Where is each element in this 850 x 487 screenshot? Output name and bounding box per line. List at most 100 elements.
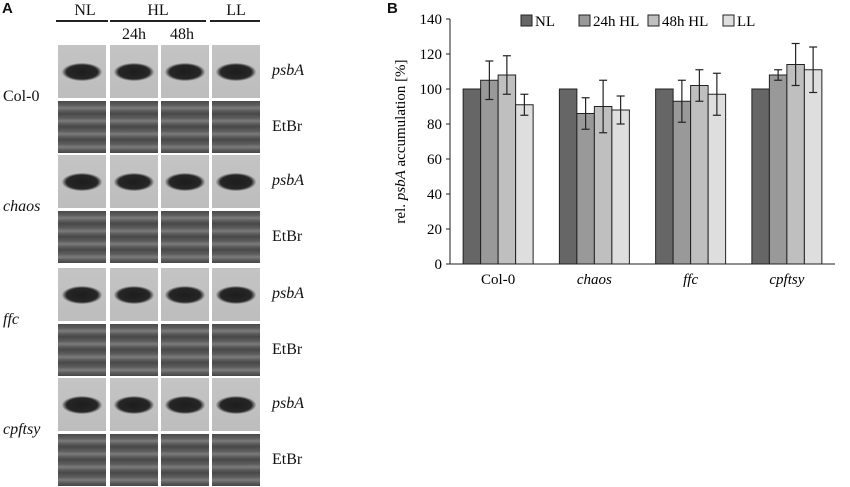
etbr-stain-lane <box>161 211 209 263</box>
psba-band <box>61 173 103 192</box>
x-category-label: cpftsy <box>769 272 804 288</box>
psba-blot-lane <box>110 155 158 208</box>
bar <box>803 69 823 265</box>
psba-blot-lane <box>110 268 158 321</box>
etbr-stain-lane <box>212 101 260 153</box>
psba-band <box>215 173 257 192</box>
psba-blot-lane <box>212 378 260 431</box>
psba-band <box>113 396 155 415</box>
bar <box>558 88 578 265</box>
lane-header-hl: HL <box>147 2 169 19</box>
etbr-stain-lane <box>161 324 209 376</box>
bar <box>751 88 770 265</box>
x-category-label: chaos <box>577 272 612 288</box>
legend-label: 48h HL <box>662 14 708 30</box>
psba-blot-lane <box>58 268 106 321</box>
psba-blot-lane <box>212 268 260 321</box>
lane-divider-hl <box>110 20 206 22</box>
stain-label: EtBr <box>272 118 303 135</box>
psba-band <box>164 396 206 415</box>
lane-header-24h: 24h <box>122 26 146 43</box>
psba-blot-lane <box>58 155 106 208</box>
lane-divider-ll <box>210 20 260 22</box>
psba-blot-lane <box>161 378 209 431</box>
legend-label: 24h HL <box>593 14 639 30</box>
panel-label-b: B <box>387 0 398 17</box>
bar <box>480 79 499 265</box>
bar <box>768 74 788 265</box>
y-axis-title-gene: psbA <box>393 169 409 201</box>
psba-band <box>215 286 257 305</box>
genotype-label: chaos <box>3 198 41 215</box>
psba-band <box>113 286 155 305</box>
etbr-stain-lane <box>110 211 158 263</box>
legend-label: NL <box>535 14 555 30</box>
lane-divider-nl <box>56 20 108 22</box>
etbr-stain-lane <box>212 324 260 376</box>
y-axis-title-prefix: rel. <box>393 200 409 223</box>
etbr-stain-lane <box>161 101 209 153</box>
psba-blot-lane <box>161 268 209 321</box>
probe-label: psbA <box>272 285 304 302</box>
bar-chart: 0 20 40 60 80 100 120 140 Col-0 chaos ffc cpftsy N… <box>393 12 835 288</box>
genotype-label: cpftsy <box>3 421 41 438</box>
y-tick-label: 0 <box>435 257 443 273</box>
lane-header-nl: NL <box>74 2 96 19</box>
psba-band <box>61 396 103 415</box>
genotype-label: ffc <box>3 311 19 328</box>
psba-band <box>164 63 206 82</box>
probe-label: psbA <box>272 62 304 79</box>
y-tick-label: 60 <box>427 152 442 168</box>
psba-band <box>164 286 206 305</box>
etbr-stain-lane <box>212 434 260 486</box>
etbr-stain-lane <box>161 434 209 486</box>
etbr-stain-lane <box>58 434 106 486</box>
stain-label: EtBr <box>272 341 303 358</box>
y-axis-title: rel. psbA accumulation [%] <box>393 59 409 223</box>
stain-label: EtBr <box>272 451 303 468</box>
legend-swatch <box>520 14 533 27</box>
psba-blot-lane <box>212 155 260 208</box>
psba-blot-lane <box>110 378 158 431</box>
etbr-stain-lane <box>110 434 158 486</box>
stain-label: EtBr <box>272 228 303 245</box>
bar <box>707 93 727 265</box>
lane-header-48h: 48h <box>170 26 194 43</box>
bar <box>655 88 674 265</box>
etbr-stain-lane <box>212 211 260 263</box>
bar <box>690 85 709 265</box>
bar <box>515 104 534 265</box>
psba-band <box>113 173 155 192</box>
bar <box>462 88 482 265</box>
bar <box>786 64 805 265</box>
y-tick-label: 140 <box>420 12 443 28</box>
x-category-label: ffc <box>683 272 698 288</box>
bar <box>611 109 630 265</box>
psba-band <box>61 63 103 82</box>
legend-swatch <box>722 14 735 27</box>
x-category-label: Col-0 <box>481 272 515 288</box>
psba-band <box>215 396 257 415</box>
probe-label: psbA <box>272 172 304 189</box>
psba-band <box>164 173 206 192</box>
etbr-stain-lane <box>58 101 106 153</box>
genotype-label: Col-0 <box>3 88 40 105</box>
y-tick-label: 80 <box>427 117 442 133</box>
etbr-stain-lane <box>110 101 158 153</box>
lane-header-ll: LL <box>226 2 246 19</box>
psba-band <box>215 63 257 82</box>
y-tick-label: 100 <box>420 82 443 98</box>
legend-swatch <box>647 14 660 27</box>
etbr-stain-lane <box>58 211 106 263</box>
y-tick-label: 20 <box>427 222 442 238</box>
etbr-stain-lane <box>110 324 158 376</box>
bar <box>576 113 595 265</box>
y-axis-title-suffix: accumulation [%] <box>393 59 409 170</box>
psba-blot-lane <box>212 45 260 98</box>
psba-blot-lane <box>58 378 106 431</box>
y-tick-label: 40 <box>427 187 442 203</box>
psba-blot-lane <box>161 155 209 208</box>
panel-label-a: A <box>2 0 13 17</box>
bar <box>672 100 692 265</box>
psba-band <box>113 63 155 82</box>
